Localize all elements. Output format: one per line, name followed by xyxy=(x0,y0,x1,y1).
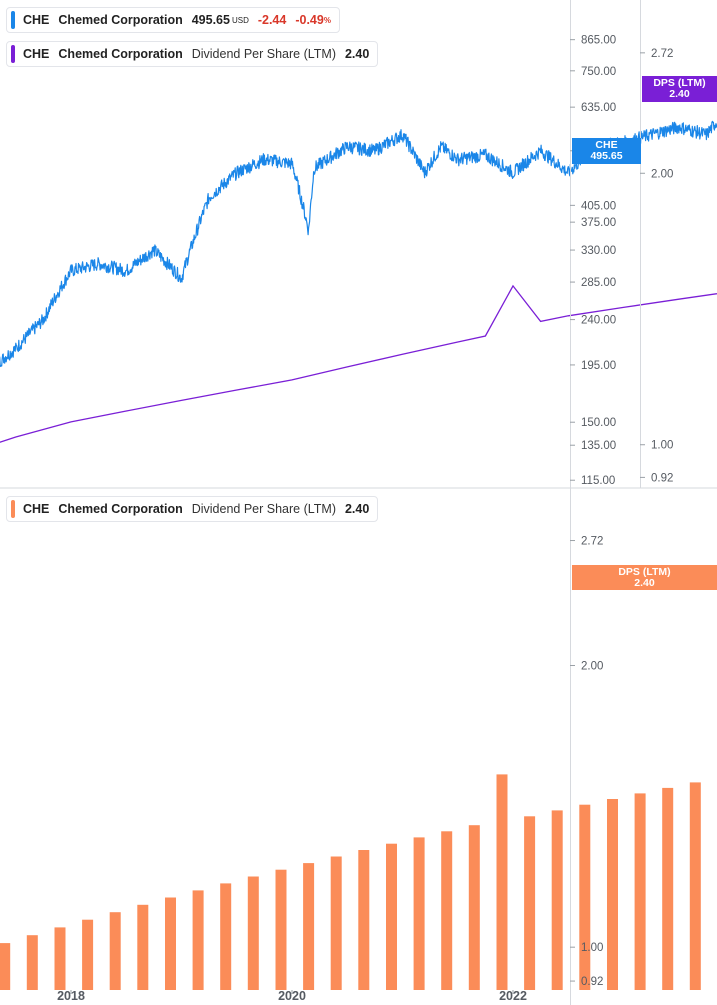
legend-company-name: Chemed Corporation xyxy=(58,502,183,516)
dps-bar xyxy=(524,816,536,990)
price-tick-label: 750.00 xyxy=(581,66,616,78)
price-chart-panel xyxy=(0,120,717,443)
legend-change-pct: -0.49 xyxy=(295,13,324,27)
bar-axis-tick-label: 2.72 xyxy=(581,536,603,548)
dps-bar xyxy=(54,927,66,990)
legend-ticker: CHE xyxy=(23,502,50,516)
bar-axis-tick-label: 1.00 xyxy=(581,942,603,954)
dps-bar xyxy=(26,935,38,990)
dps-bar xyxy=(137,904,149,990)
legend-pct-sign: % xyxy=(323,15,331,25)
dps-bar xyxy=(82,919,94,990)
bottom-tag-label: DPS (LTM) xyxy=(618,565,671,578)
dps-bar xyxy=(441,831,453,990)
legend-price[interactable]: CHE Chemed Corporation 495.65 USD -2.44 … xyxy=(6,7,340,33)
dps-tag-value: 2.40 xyxy=(669,88,690,100)
price-tick-label: 865.00 xyxy=(581,35,616,47)
bottom-tag-value: 2.40 xyxy=(634,576,655,589)
dps-bar xyxy=(413,837,425,990)
dps-bar xyxy=(192,890,204,990)
dps-bar xyxy=(579,804,591,990)
dps-bar xyxy=(247,876,259,990)
legend-company-name: Chemed Corporation xyxy=(58,47,183,61)
price-tick-label: 375.00 xyxy=(581,217,616,229)
price-last-value-tag: CHE 495.65 xyxy=(572,138,641,164)
legend-dps-line[interactable]: CHE Chemed Corporation Dividend Per Shar… xyxy=(6,41,379,67)
dps-bar xyxy=(689,782,701,990)
dps-bar xyxy=(607,799,618,990)
legend-price-value: 495.65 xyxy=(191,13,230,27)
x-tick-label: 2022 xyxy=(499,989,527,1003)
dps-bar xyxy=(662,787,674,990)
dps-bar xyxy=(496,774,508,990)
dps-bar xyxy=(358,850,370,990)
dps-series-line xyxy=(0,284,717,443)
legend-company-name: Chemed Corporation xyxy=(58,13,183,27)
dps-bar xyxy=(275,869,287,990)
dividend-bar-chart-panel xyxy=(0,774,701,990)
price-tag-value: 495.65 xyxy=(590,150,623,162)
price-tag-ticker: CHE xyxy=(595,139,618,151)
dps-bar xyxy=(0,943,11,990)
x-tick-label: 2020 xyxy=(278,989,306,1003)
price-tick-label: 115.00 xyxy=(581,475,615,487)
dps-bar xyxy=(165,897,176,990)
legend-change: -2.44 xyxy=(257,13,287,27)
dps-line-swatch xyxy=(11,45,15,63)
dps-tag-label: DPS (LTM) xyxy=(653,77,706,89)
legend-ticker: CHE xyxy=(23,47,50,61)
dps-bar xyxy=(303,863,315,990)
dps-tick-label: 2.00 xyxy=(651,168,673,180)
legend-metric-name: Dividend Per Share (LTM) xyxy=(191,47,336,61)
price-series-line xyxy=(0,120,717,368)
dps-tick-label: 1.00 xyxy=(651,440,673,452)
x-tick-label: 2018 xyxy=(57,989,85,1003)
legend-dps-bars[interactable]: CHE Chemed Corporation Dividend Per Shar… xyxy=(6,496,379,522)
dps-bar xyxy=(386,843,397,990)
dps-bar xyxy=(634,793,646,990)
dps-bar xyxy=(109,912,121,990)
dps-bar xyxy=(330,856,342,990)
price-tick-label: 150.00 xyxy=(581,417,616,429)
dps-tick-label: 2.72 xyxy=(651,48,673,60)
dps-line-last-value-tag: DPS (LTM) 2.40 xyxy=(642,76,717,102)
price-tick-label: 635.00 xyxy=(581,102,616,114)
price-tick-label: 330.00 xyxy=(581,245,616,257)
legend-metric-name: Dividend Per Share (LTM) xyxy=(191,502,336,516)
price-tick-label: 240.00 xyxy=(581,315,616,327)
bar-axis-tick-label: 0.92 xyxy=(581,976,603,988)
dps-bar xyxy=(551,810,563,990)
price-tick-label: 135.00 xyxy=(581,440,616,452)
dps-bar-last-value-tag: DPS (LTM) 2.40 xyxy=(572,565,717,590)
dps-bar-swatch xyxy=(11,500,15,518)
price-tick-label: 405.00 xyxy=(581,200,616,212)
legend-metric-value: 2.40 xyxy=(344,47,370,61)
bar-axis-tick-label: 2.00 xyxy=(581,660,603,672)
dps-bar xyxy=(468,825,480,990)
legend-metric-value: 2.40 xyxy=(344,502,370,516)
legend-ticker: CHE xyxy=(23,13,50,27)
price-tick-label: 195.00 xyxy=(581,360,616,372)
dps-bar xyxy=(220,883,232,990)
price-tick-label: 285.00 xyxy=(581,277,616,289)
legend-currency: USD xyxy=(231,15,249,25)
dps-tick-label: 0.92 xyxy=(651,472,673,484)
price-series-swatch xyxy=(11,11,15,29)
